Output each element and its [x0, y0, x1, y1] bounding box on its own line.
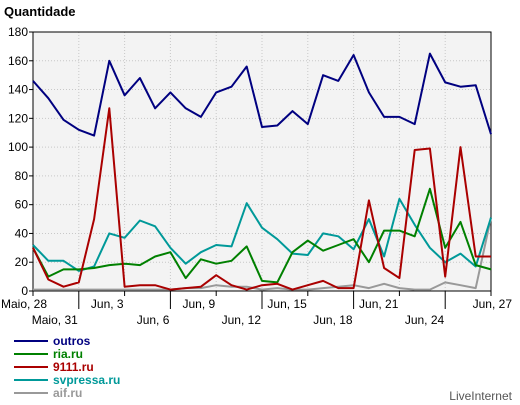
series-line-ria-ru [32, 187, 492, 284]
x-tick-label: Jun, 3 [91, 297, 124, 311]
y-axis-label: Quantidade [4, 4, 76, 19]
x-tick-label: Jun, 15 [267, 297, 307, 311]
watermark: LiveInternet [449, 389, 512, 403]
series-line-svpressa-ru [32, 197, 492, 272]
y-tick-label: 20 [15, 255, 29, 269]
legend-label: svpressa.ru [53, 373, 120, 387]
x-tick-label: Jun, 27 [473, 297, 513, 311]
plot-frame [32, 31, 492, 292]
series-line-outros [32, 52, 492, 137]
x-tick-label: Jun, 12 [222, 313, 262, 327]
legend-label: ria.ru [53, 347, 83, 361]
x-tick-label: Jun, 9 [182, 297, 215, 311]
y-tick-label: 140 [8, 83, 28, 97]
legend-label: outros [53, 334, 91, 348]
y-tick-label: 160 [8, 54, 28, 68]
x-tick-label: Jun, 18 [313, 313, 353, 327]
x-tick-label: Jun, 24 [405, 313, 445, 327]
y-tick-label: 120 [8, 111, 28, 125]
y-tick-label: 80 [15, 169, 29, 183]
x-tick-label: Jun, 6 [137, 313, 170, 327]
x-tick-label: Maio, 28 [1, 297, 47, 311]
x-tick-label: Maio, 31 [32, 313, 78, 327]
y-tick-label: 100 [8, 140, 28, 154]
legend-label: 9111.ru [53, 360, 94, 374]
y-tick-label: 40 [15, 226, 29, 240]
y-tick-label: 60 [15, 198, 29, 212]
axes: 0 20 40 60 80 100 120 140 160 180 Maio, 28 Maio, 31… [1, 25, 512, 327]
series-line-aif-ru [33, 217, 492, 291]
legend-label: aif.ru [53, 386, 82, 400]
y-tick-label: 180 [8, 25, 28, 39]
series-lines [32, 52, 492, 291]
y-tick-label: 0 [21, 284, 28, 298]
x-tick-label: Jun, 21 [359, 297, 399, 311]
series-line-9111-ru [32, 107, 491, 291]
